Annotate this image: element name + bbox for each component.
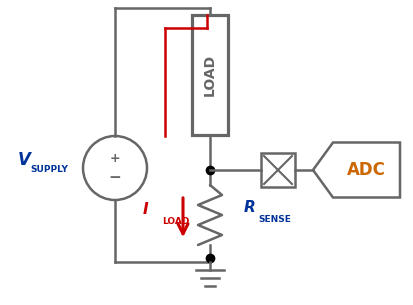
Text: SENSE: SENSE xyxy=(258,216,291,224)
Text: ADC: ADC xyxy=(347,161,386,179)
Text: R: R xyxy=(244,199,256,214)
Text: SUPPLY: SUPPLY xyxy=(30,166,68,174)
Text: LOAD: LOAD xyxy=(162,217,190,227)
Text: V: V xyxy=(18,151,31,169)
Text: I: I xyxy=(142,203,148,217)
Bar xyxy=(261,153,295,187)
Text: −: − xyxy=(109,170,121,185)
Text: +: + xyxy=(110,152,120,164)
Circle shape xyxy=(83,136,147,200)
Bar xyxy=(192,15,228,135)
Text: LOAD: LOAD xyxy=(203,54,217,96)
Polygon shape xyxy=(313,142,400,198)
